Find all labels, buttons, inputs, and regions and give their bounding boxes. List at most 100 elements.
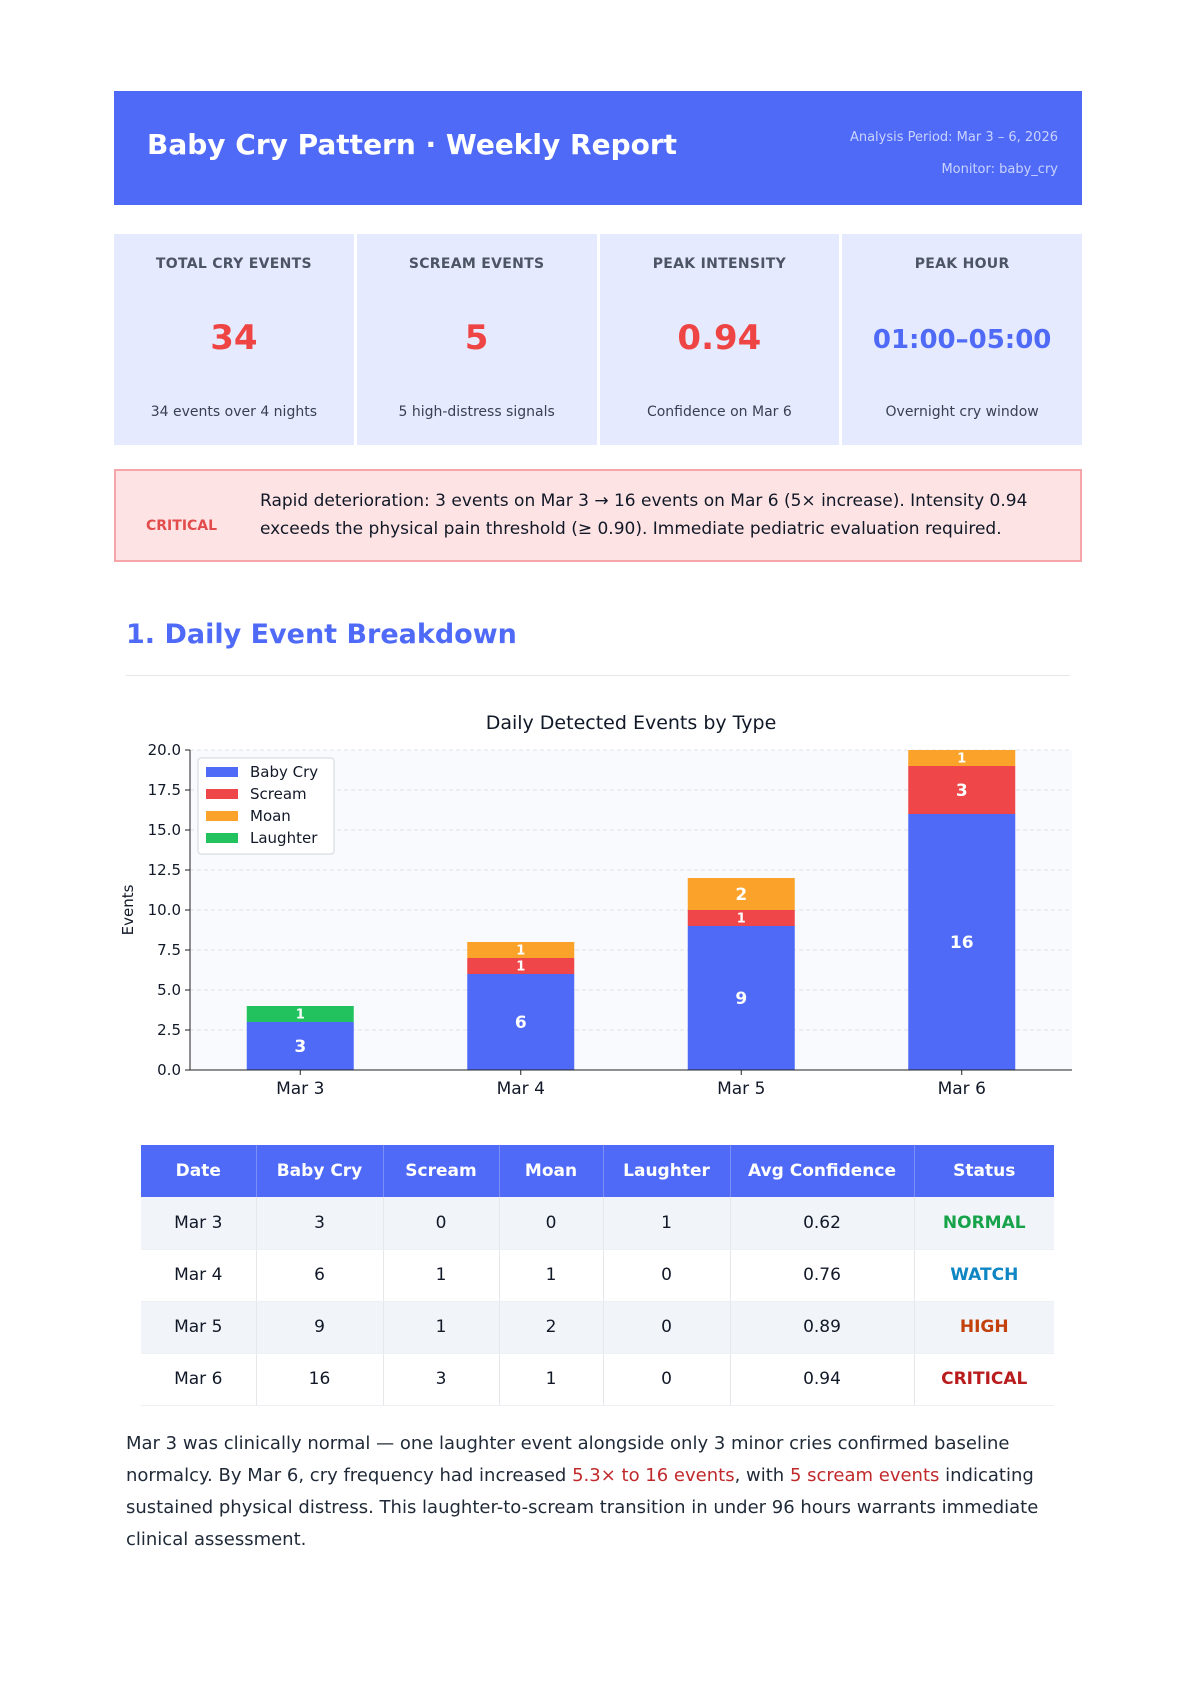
cell-baby-cry: 9	[256, 1301, 384, 1354]
cell-moan: 2	[499, 1301, 604, 1354]
bar-laughter	[246, 1006, 354, 1022]
cell-date: Mar 5	[141, 1301, 257, 1354]
cell-baby-cry: 6	[256, 1249, 384, 1302]
legend-swatch	[206, 811, 238, 821]
summary-highlight: 5.3× to 16 events	[572, 1465, 735, 1486]
table-header-row: Date Baby Cry Scream Moan Laughter Avg C…	[141, 1145, 1054, 1197]
summary-text: , with	[734, 1465, 790, 1486]
col-header-avg-confidence: Avg Confidence	[730, 1145, 915, 1197]
bar-value-label: 2	[735, 885, 747, 905]
kpi-subtitle: 34 events over 4 nights	[150, 404, 317, 420]
bar-value-label: 1	[737, 912, 746, 927]
y-tick-label: 5.0	[157, 981, 181, 999]
summary-highlight: 5 scream events	[789, 1465, 940, 1486]
cell-laughter: 0	[603, 1353, 731, 1406]
legend-label: Laughter	[250, 829, 318, 847]
summary-paragraph: Mar 3 was clinically normal — one laught…	[126, 1428, 1072, 1556]
chart-title: Daily Detected Events by Type	[486, 712, 777, 734]
bar-value-label: 1	[516, 960, 525, 975]
cell-status: CRITICAL	[914, 1353, 1054, 1406]
critical-alert: CRITICAL Rapid deterioration: 3 events o…	[114, 469, 1082, 562]
bar-baby-cry	[246, 1022, 354, 1070]
cell-moan: 1	[499, 1353, 604, 1406]
col-header-scream: Scream	[383, 1145, 500, 1197]
bar-value-label: 16	[950, 933, 974, 953]
x-tick-label: Mar 4	[497, 1079, 545, 1099]
cell-laughter: 1	[603, 1197, 731, 1250]
table-row: Mar 6 16 3 1 0 0.94 CRITICAL	[141, 1353, 1054, 1406]
col-header-laughter: Laughter	[603, 1145, 731, 1197]
kpi-label: PEAK HOUR	[914, 256, 1010, 272]
y-tick-label: 17.5	[148, 781, 181, 799]
table-row: Mar 3 3 0 0 1 0.62 NORMAL	[141, 1197, 1054, 1250]
kpi-subtitle: Overnight cry window	[885, 404, 1039, 420]
cell-baby-cry: 16	[256, 1353, 384, 1406]
bar-scream	[467, 958, 575, 974]
bar-baby-cry	[687, 926, 795, 1070]
bar-value-label: 6	[515, 1013, 527, 1033]
cell-scream: 1	[383, 1249, 500, 1302]
kpi-label: TOTAL CRY EVENTS	[155, 256, 312, 272]
summary-text: indicating sustained physical distress. …	[126, 1465, 1039, 1550]
summary-text: Mar 3 was clinically normal — one laught…	[126, 1433, 1010, 1486]
report-meta: Analysis Period: Mar 3 – 6, 2026 Monitor…	[850, 122, 1058, 186]
col-header-moan: Moan	[499, 1145, 604, 1197]
cell-avg-confidence: 0.76	[730, 1249, 915, 1302]
y-tick-label: 12.5	[148, 861, 181, 879]
kpi-value: 01:00–05:00	[872, 325, 1052, 355]
y-tick-label: 2.5	[157, 1021, 181, 1039]
bar-value-label: 3	[294, 1037, 306, 1057]
kpi-label: SCREAM EVENTS	[408, 256, 545, 272]
cell-status: HIGH	[914, 1301, 1054, 1354]
col-header-baby-cry: Baby Cry	[256, 1145, 384, 1197]
bar-value-label: 9	[735, 989, 747, 1009]
cell-laughter: 0	[603, 1301, 731, 1354]
cell-date: Mar 6	[141, 1353, 257, 1406]
chart-legend: Baby Cry Scream Moan Laughter	[197, 757, 335, 855]
bar-scream	[687, 910, 795, 926]
legend-swatch	[206, 833, 238, 843]
kpi-label: PEAK INTENSITY	[652, 256, 787, 272]
y-tick-label: 0.0	[157, 1061, 181, 1079]
cell-avg-confidence: 0.94	[730, 1353, 915, 1406]
table-row: Mar 4 6 1 1 0 0.76 WATCH	[141, 1249, 1054, 1302]
cell-scream: 0	[383, 1197, 500, 1250]
cell-date: Mar 3	[141, 1197, 257, 1250]
alert-tag: CRITICAL	[146, 518, 218, 534]
x-tick-label: Mar 3	[276, 1079, 324, 1099]
cell-scream: 1	[383, 1301, 500, 1354]
cell-scream: 3	[383, 1353, 500, 1406]
x-tick-label: Mar 5	[717, 1079, 765, 1099]
kpi-value: 5	[464, 318, 489, 358]
legend-label: Moan	[250, 807, 291, 825]
bar-scream	[908, 766, 1016, 814]
y-tick-label: 10.0	[148, 901, 181, 919]
bar-value-label: 1	[516, 944, 525, 959]
y-tick-label: 7.5	[157, 941, 181, 959]
kpi-peak-hour: PEAK HOUR 01:00–05:00 Overnight cry wind…	[842, 234, 1082, 445]
kpi-scream-events: SCREAM EVENTS 5 5 high-distress signals	[356, 234, 597, 445]
kpi-peak-intensity: PEAK INTENSITY 0.94 Confidence on Mar 6	[599, 234, 840, 445]
cell-avg-confidence: 0.89	[730, 1301, 915, 1354]
chart-axes: Daily Detected Events by Type 0.0 2.5 5.0 7.…	[119, 712, 1072, 1099]
kpi-value: 0.94	[677, 318, 762, 358]
kpi-subtitle: Confidence on Mar 6	[646, 404, 792, 420]
cell-date: Mar 4	[141, 1249, 257, 1302]
daily-breakdown-table: Date Baby Cry Scream Moan Laughter Avg C…	[141, 1145, 1054, 1406]
legend-swatch	[206, 767, 238, 777]
x-tick-label: Mar 6	[938, 1079, 986, 1099]
col-header-status: Status	[914, 1145, 1054, 1197]
cell-avg-confidence: 0.62	[730, 1197, 915, 1250]
cell-status: NORMAL	[914, 1197, 1054, 1250]
legend-label: Scream	[250, 785, 307, 803]
legend-box	[197, 757, 335, 855]
y-tick-label: 20.0	[148, 741, 181, 759]
col-header-date: Date	[141, 1145, 257, 1197]
bar-moan	[467, 942, 575, 958]
bar-moan	[908, 750, 1016, 766]
section-divider	[126, 675, 1070, 676]
bar-value-label: 3	[956, 781, 968, 801]
kpi-value: 34	[210, 318, 258, 358]
